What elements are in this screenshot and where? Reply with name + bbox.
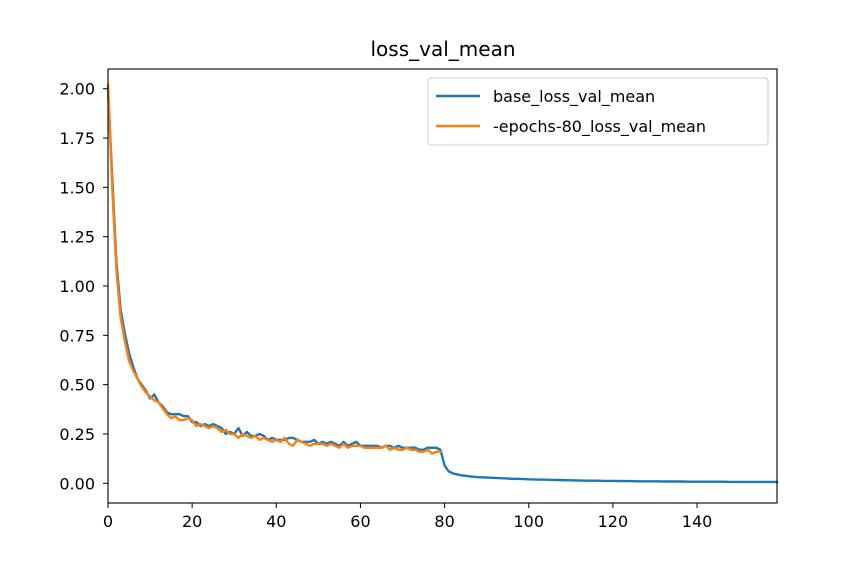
legend-label-base: base_loss_val_mean xyxy=(493,87,655,107)
series-line-1 xyxy=(106,83,442,455)
chart-title: loss_val_mean xyxy=(371,37,516,61)
x-tick-label: 120 xyxy=(598,512,629,531)
y-axis: 0.00 0.25 0.50 0.75 1.00 1.25 1.50 1.75 2.00 xyxy=(59,80,108,493)
plot-lines xyxy=(106,83,779,484)
y-tick-label: 1.25 xyxy=(59,228,95,247)
y-tick-label: 1.00 xyxy=(59,277,95,296)
legend-frame xyxy=(427,77,769,146)
y-tick-label: 0.25 xyxy=(59,425,95,444)
y-tick-label: 0.75 xyxy=(59,326,95,345)
x-tick-label: 60 xyxy=(350,512,370,531)
y-tick-label: 2.00 xyxy=(59,80,95,99)
x-tick-label: 140 xyxy=(682,512,713,531)
x-tick-label: 40 xyxy=(266,512,286,531)
x-tick-label: 100 xyxy=(513,512,544,531)
legend-label-epochs-80: -epochs-80_loss_val_mean xyxy=(493,117,706,137)
y-tick-label: 0.50 xyxy=(59,376,95,395)
legend: base_loss_val_mean -epochs-80_loss_val_m… xyxy=(427,77,769,146)
x-tick-label: 80 xyxy=(434,512,454,531)
y-tick-label: 0.00 xyxy=(59,474,95,493)
y-tick-label: 1.75 xyxy=(59,129,95,148)
series-line-0 xyxy=(106,87,779,484)
x-axis: 0 20 40 60 80 100 120 140 xyxy=(103,503,712,531)
y-tick-label: 1.50 xyxy=(59,178,95,197)
x-tick-label: 20 xyxy=(182,512,202,531)
x-tick-label: 0 xyxy=(103,512,113,531)
